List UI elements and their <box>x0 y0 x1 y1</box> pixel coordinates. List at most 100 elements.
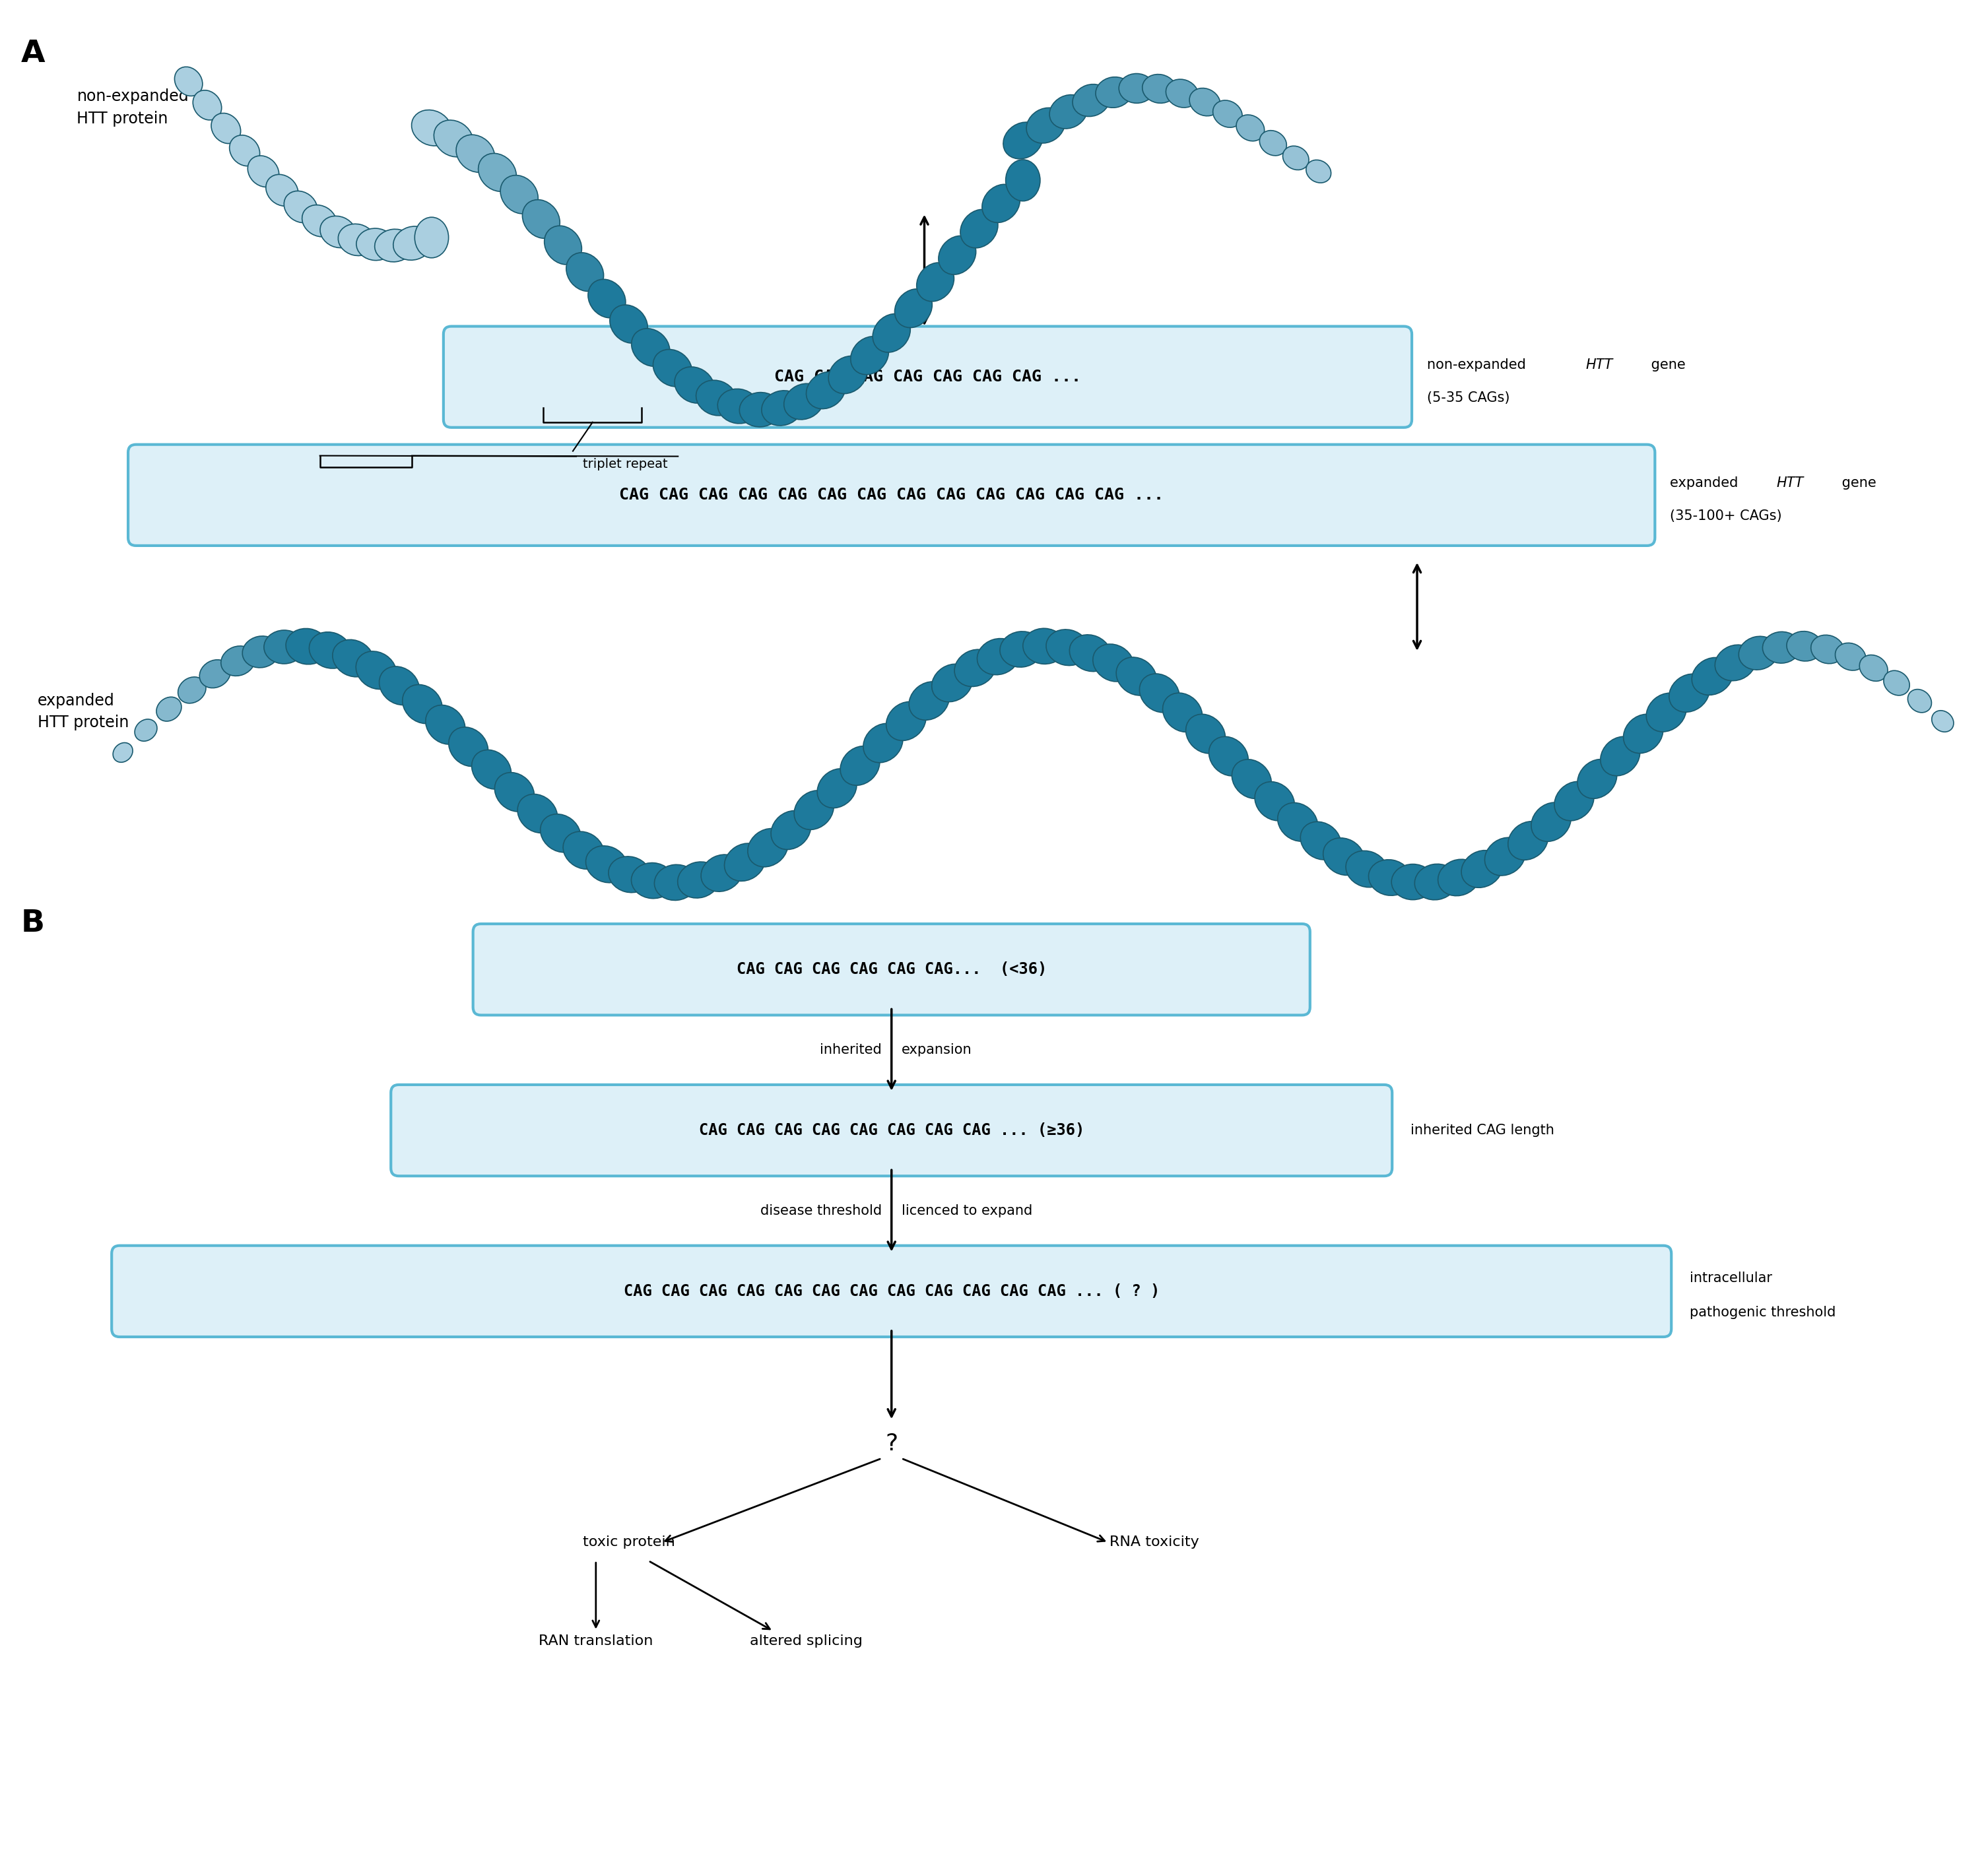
Ellipse shape <box>960 210 998 247</box>
Ellipse shape <box>1050 95 1087 129</box>
Text: expansion: expansion <box>901 1043 972 1056</box>
Ellipse shape <box>1461 850 1503 887</box>
Text: gene: gene <box>1646 358 1686 373</box>
Text: RNA toxicity: RNA toxicity <box>1109 1535 1199 1548</box>
Ellipse shape <box>1346 850 1388 887</box>
Ellipse shape <box>1209 736 1248 775</box>
Text: gene: gene <box>1837 477 1877 490</box>
Ellipse shape <box>740 393 781 427</box>
Ellipse shape <box>1859 655 1889 681</box>
Text: CAG CAG CAG CAG CAG CAG CAG CAG ... (≥36): CAG CAG CAG CAG CAG CAG CAG CAG ... (≥36… <box>698 1123 1083 1138</box>
Ellipse shape <box>696 380 738 416</box>
Ellipse shape <box>1716 644 1755 681</box>
Text: triplet repeat: triplet repeat <box>582 457 668 470</box>
Ellipse shape <box>199 659 231 687</box>
Ellipse shape <box>545 227 582 264</box>
Ellipse shape <box>1026 109 1066 142</box>
Text: inherited CAG length: inherited CAG length <box>1411 1123 1555 1136</box>
Ellipse shape <box>113 743 133 762</box>
Ellipse shape <box>356 651 396 689</box>
Ellipse shape <box>1932 711 1954 732</box>
Ellipse shape <box>1787 631 1823 661</box>
Ellipse shape <box>310 633 352 668</box>
Ellipse shape <box>586 846 628 884</box>
Ellipse shape <box>1119 73 1155 103</box>
Ellipse shape <box>338 225 376 256</box>
Text: A: A <box>22 39 46 69</box>
Ellipse shape <box>1485 837 1525 876</box>
Ellipse shape <box>1046 629 1089 666</box>
Ellipse shape <box>588 279 626 318</box>
Text: inherited: inherited <box>819 1043 881 1056</box>
Ellipse shape <box>610 305 648 343</box>
Ellipse shape <box>243 636 280 668</box>
Ellipse shape <box>841 747 881 786</box>
Text: (5-35 CAGs): (5-35 CAGs) <box>1427 391 1509 404</box>
Ellipse shape <box>1185 715 1225 753</box>
Ellipse shape <box>1692 657 1734 695</box>
Ellipse shape <box>1074 84 1109 116</box>
Ellipse shape <box>909 681 948 721</box>
Text: expanded
HTT protein: expanded HTT protein <box>38 693 129 730</box>
Ellipse shape <box>1115 657 1157 695</box>
Ellipse shape <box>1555 781 1594 820</box>
Ellipse shape <box>302 204 336 236</box>
Ellipse shape <box>932 665 972 702</box>
Ellipse shape <box>402 685 441 724</box>
Ellipse shape <box>1006 159 1040 200</box>
Ellipse shape <box>1213 101 1242 127</box>
Ellipse shape <box>563 831 604 869</box>
Text: CAG CAG CAG CAG CAG CAG CAG ...: CAG CAG CAG CAG CAG CAG CAG ... <box>773 369 1081 386</box>
Ellipse shape <box>1237 114 1264 140</box>
Ellipse shape <box>1415 865 1457 900</box>
Ellipse shape <box>793 790 833 829</box>
Text: CAG CAG CAG CAG CAG CAG CAG CAG CAG CAG CAG CAG CAG ...: CAG CAG CAG CAG CAG CAG CAG CAG CAG CAG … <box>618 487 1163 504</box>
Ellipse shape <box>747 829 787 867</box>
Ellipse shape <box>320 215 356 247</box>
Text: pathogenic threshold: pathogenic threshold <box>1690 1305 1835 1320</box>
Ellipse shape <box>1740 636 1777 670</box>
Ellipse shape <box>1885 670 1910 695</box>
Ellipse shape <box>1278 803 1318 841</box>
Ellipse shape <box>415 217 449 258</box>
Ellipse shape <box>654 865 698 900</box>
Ellipse shape <box>1070 635 1111 672</box>
Text: B: B <box>22 908 46 938</box>
Text: disease threshold: disease threshold <box>759 1204 881 1217</box>
Ellipse shape <box>1233 760 1272 799</box>
Ellipse shape <box>783 384 823 419</box>
Ellipse shape <box>264 631 304 665</box>
Text: non-expanded
HTT protein: non-expanded HTT protein <box>78 88 189 127</box>
Ellipse shape <box>1624 715 1664 753</box>
Ellipse shape <box>1324 839 1364 876</box>
Ellipse shape <box>412 110 451 146</box>
Ellipse shape <box>718 389 759 423</box>
Ellipse shape <box>394 227 433 260</box>
Ellipse shape <box>175 67 203 95</box>
Ellipse shape <box>978 638 1020 674</box>
Ellipse shape <box>873 314 911 352</box>
Ellipse shape <box>433 120 473 157</box>
Ellipse shape <box>652 350 692 388</box>
Ellipse shape <box>632 863 674 899</box>
Text: toxic protein: toxic protein <box>582 1535 674 1548</box>
Ellipse shape <box>1004 122 1042 159</box>
FancyBboxPatch shape <box>127 444 1654 545</box>
Ellipse shape <box>380 666 419 706</box>
Ellipse shape <box>1908 689 1932 713</box>
Ellipse shape <box>1143 75 1177 103</box>
Ellipse shape <box>1163 693 1203 732</box>
Ellipse shape <box>179 678 207 704</box>
Ellipse shape <box>895 288 932 328</box>
Ellipse shape <box>221 646 254 676</box>
Ellipse shape <box>1437 859 1479 897</box>
Ellipse shape <box>817 769 857 809</box>
Ellipse shape <box>1139 674 1179 713</box>
Text: CAG CAG CAG CAG CAG CAG...  (<36): CAG CAG CAG CAG CAG CAG... (<36) <box>736 962 1048 977</box>
Ellipse shape <box>495 773 535 812</box>
Ellipse shape <box>135 719 157 741</box>
Ellipse shape <box>1763 631 1801 663</box>
Ellipse shape <box>1646 693 1686 732</box>
Ellipse shape <box>455 135 495 172</box>
Ellipse shape <box>916 262 954 301</box>
